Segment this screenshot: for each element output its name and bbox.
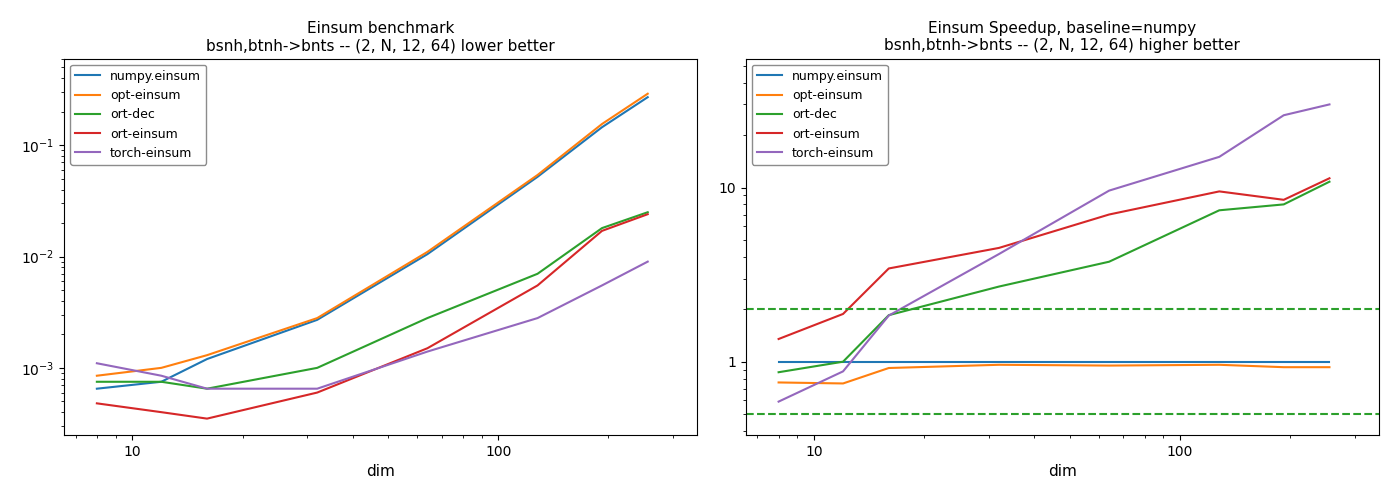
ort-dec xyxy=(770,369,787,375)
torch-einsum xyxy=(529,315,546,321)
opt-einsum xyxy=(881,365,897,371)
ort-einsum xyxy=(881,266,897,272)
Line: opt-einsum: opt-einsum xyxy=(778,365,1330,384)
Line: opt-einsum: opt-einsum xyxy=(97,94,648,376)
Line: ort-einsum: ort-einsum xyxy=(778,178,1330,339)
Title: Einsum benchmark
bsnh,btnh->bnts -- (2, N, 12, 64) lower better: Einsum benchmark bsnh,btnh->bnts -- (2, … xyxy=(206,21,554,53)
opt-einsum xyxy=(419,249,435,255)
Line: ort-dec: ort-dec xyxy=(97,212,648,388)
ort-einsum xyxy=(309,390,326,396)
ort-einsum xyxy=(1322,176,1338,182)
ort-dec xyxy=(529,271,546,277)
torch-einsum xyxy=(881,312,897,318)
ort-dec xyxy=(199,386,216,392)
opt-einsum xyxy=(1100,362,1117,368)
ort-einsum xyxy=(770,336,787,342)
ort-einsum xyxy=(199,416,216,422)
ort-einsum xyxy=(419,346,435,352)
ort-dec xyxy=(419,315,435,321)
X-axis label: dim: dim xyxy=(1049,464,1077,479)
torch-einsum xyxy=(991,251,1008,257)
opt-einsum xyxy=(88,372,105,378)
Line: torch-einsum: torch-einsum xyxy=(97,262,648,388)
opt-einsum xyxy=(529,172,546,178)
opt-einsum xyxy=(834,380,851,386)
X-axis label: dim: dim xyxy=(367,464,395,479)
ort-dec xyxy=(834,358,851,364)
torch-einsum xyxy=(419,348,435,354)
opt-einsum xyxy=(199,352,216,358)
opt-einsum xyxy=(594,121,610,127)
ort-dec xyxy=(309,365,326,371)
ort-dec xyxy=(1275,202,1292,207)
torch-einsum xyxy=(1275,112,1292,118)
ort-dec xyxy=(1100,258,1117,264)
opt-einsum xyxy=(309,315,326,321)
numpy.einsum xyxy=(770,358,787,364)
Line: ort-dec: ort-dec xyxy=(778,182,1330,372)
ort-einsum xyxy=(640,211,657,217)
ort-einsum xyxy=(1211,188,1228,194)
ort-einsum xyxy=(153,409,169,415)
torch-einsum xyxy=(88,360,105,366)
numpy.einsum xyxy=(309,317,326,323)
opt-einsum xyxy=(770,380,787,386)
Legend: numpy.einsum, opt-einsum, ort-dec, ort-einsum, torch-einsum: numpy.einsum, opt-einsum, ort-dec, ort-e… xyxy=(752,65,888,165)
ort-dec xyxy=(1211,208,1228,214)
torch-einsum xyxy=(1211,154,1228,160)
torch-einsum xyxy=(153,372,169,378)
ort-dec xyxy=(991,284,1008,290)
numpy.einsum xyxy=(419,251,435,257)
numpy.einsum xyxy=(199,356,216,362)
ort-dec xyxy=(1322,178,1338,184)
ort-dec xyxy=(88,379,105,385)
ort-dec xyxy=(640,209,657,215)
ort-einsum xyxy=(88,400,105,406)
torch-einsum xyxy=(770,398,787,404)
opt-einsum xyxy=(1275,364,1292,370)
numpy.einsum xyxy=(529,174,546,180)
Line: numpy.einsum: numpy.einsum xyxy=(97,97,648,388)
numpy.einsum xyxy=(153,379,169,385)
torch-einsum xyxy=(594,282,610,288)
torch-einsum xyxy=(1100,188,1117,194)
numpy.einsum xyxy=(640,94,657,100)
ort-einsum xyxy=(594,228,610,234)
numpy.einsum xyxy=(881,358,897,364)
numpy.einsum xyxy=(1322,358,1338,364)
numpy.einsum xyxy=(1211,358,1228,364)
Legend: numpy.einsum, opt-einsum, ort-dec, ort-einsum, torch-einsum: numpy.einsum, opt-einsum, ort-dec, ort-e… xyxy=(70,65,206,165)
ort-einsum xyxy=(834,311,851,317)
opt-einsum xyxy=(640,90,657,96)
Line: torch-einsum: torch-einsum xyxy=(778,104,1330,402)
opt-einsum xyxy=(991,362,1008,368)
torch-einsum xyxy=(1322,102,1338,107)
numpy.einsum xyxy=(991,358,1008,364)
ort-dec xyxy=(153,379,169,385)
numpy.einsum xyxy=(1100,358,1117,364)
ort-einsum xyxy=(1100,212,1117,218)
ort-einsum xyxy=(1275,197,1292,203)
torch-einsum xyxy=(834,368,851,374)
torch-einsum xyxy=(640,258,657,264)
numpy.einsum xyxy=(594,124,610,130)
ort-dec xyxy=(594,225,610,231)
numpy.einsum xyxy=(1275,358,1292,364)
numpy.einsum xyxy=(88,386,105,392)
Title: Einsum Speedup, baseline=numpy
bsnh,btnh->bnts -- (2, N, 12, 64) higher better: Einsum Speedup, baseline=numpy bsnh,btnh… xyxy=(885,21,1240,53)
torch-einsum xyxy=(199,386,216,392)
ort-einsum xyxy=(529,282,546,288)
Line: ort-einsum: ort-einsum xyxy=(97,214,648,418)
torch-einsum xyxy=(309,386,326,392)
opt-einsum xyxy=(1322,364,1338,370)
numpy.einsum xyxy=(834,358,851,364)
ort-einsum xyxy=(991,245,1008,251)
ort-dec xyxy=(881,312,897,318)
opt-einsum xyxy=(153,365,169,371)
opt-einsum xyxy=(1211,362,1228,368)
